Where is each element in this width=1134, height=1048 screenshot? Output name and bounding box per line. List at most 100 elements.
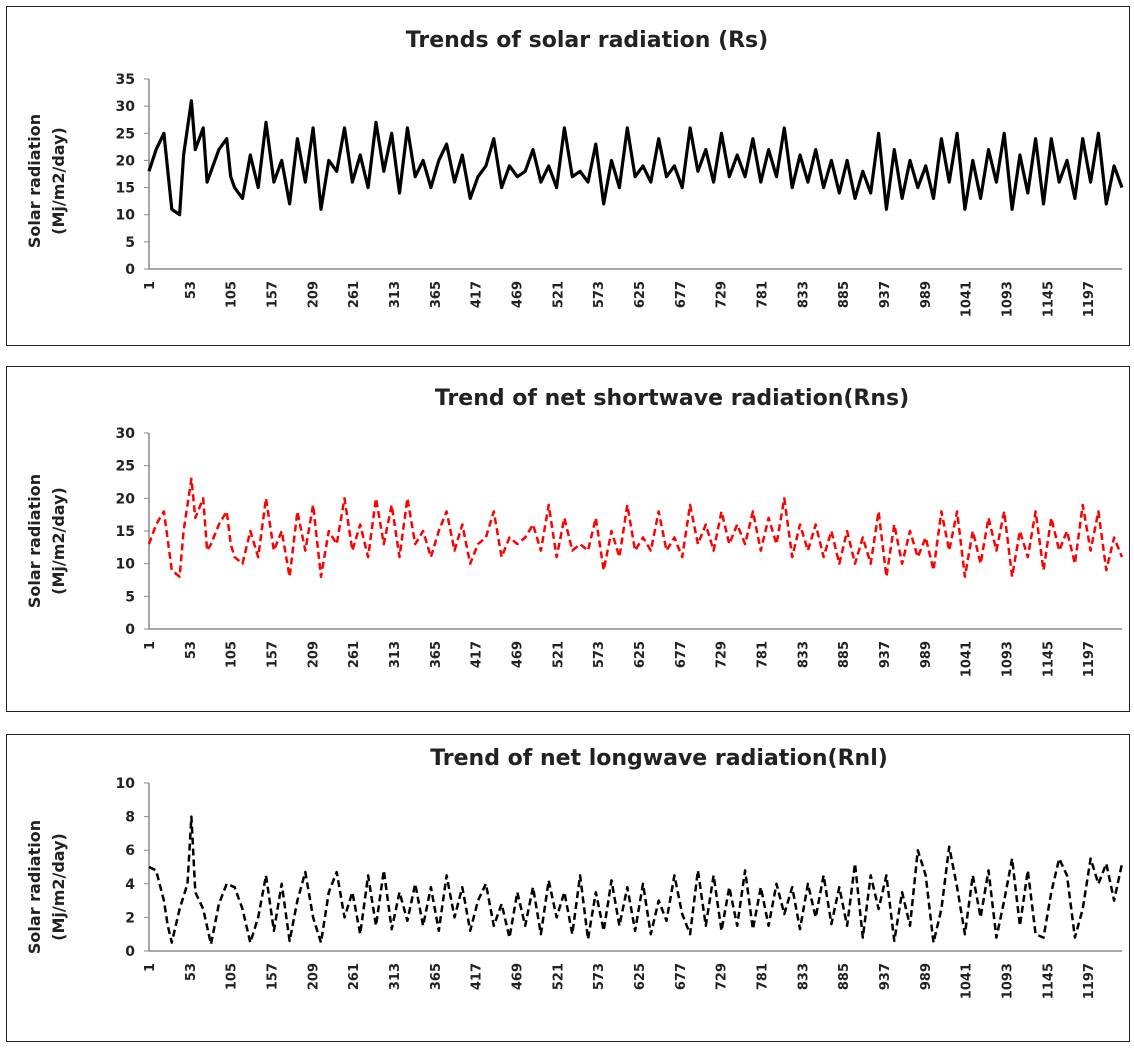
- y-tick-label: 10: [116, 776, 136, 792]
- x-tick-label: 885: [837, 641, 852, 668]
- y-tick-label: 0: [125, 622, 135, 638]
- x-tick-label: 521: [551, 963, 566, 990]
- x-tick-label: 261: [347, 281, 362, 308]
- x-tick-label: 937: [878, 281, 893, 308]
- y-tick-label: 20: [116, 153, 136, 169]
- chart-title: Trend of net shortwave radiation(Rns): [435, 386, 909, 411]
- y-tick-label: 25: [116, 126, 135, 142]
- x-tick-label: 1: [143, 281, 158, 290]
- x-tick-label: 417: [470, 963, 485, 990]
- x-tick-label: 833: [796, 641, 811, 668]
- y-tick-label: 6: [125, 843, 135, 859]
- y-tick-label: 20: [116, 491, 136, 507]
- axes: [148, 79, 1122, 270]
- chart-title: Trend of net longwave radiation(Rnl): [430, 746, 888, 771]
- x-tick-label: 1041: [960, 963, 975, 999]
- y-tick-label: 30: [116, 99, 136, 115]
- x-tick-label: 417: [470, 281, 485, 308]
- chart-title: Trends of solar radiation (Rs): [406, 28, 768, 53]
- x-tick-label: 625: [633, 281, 648, 308]
- y-tick-label: 30: [116, 426, 136, 442]
- x-ticks: 1 53 105 157 209 261 313 365 417 469 521 573 625 677 7…: [143, 963, 1097, 999]
- x-tick-label: 209: [306, 963, 321, 990]
- y-tick-label: 0: [125, 944, 135, 960]
- x-tick-label: 989: [919, 641, 934, 668]
- x-tick-label: 989: [919, 963, 934, 990]
- chart-panel-rns: Trend of net shortwave radiation(Rns) So…: [6, 366, 1130, 712]
- y-tick-label: 5: [125, 589, 135, 605]
- x-ticks: 1 53 105 157 209 261 313 365 417 469 521 573 625 677 7…: [143, 641, 1097, 677]
- x-tick-label: 1093: [1001, 641, 1016, 677]
- x-tick-label: 1: [143, 963, 158, 972]
- y-ticks: 0 5 10 15 20 25 30 35: [116, 72, 149, 278]
- x-tick-label: 937: [878, 641, 893, 668]
- x-tick-label: 677: [674, 963, 689, 990]
- chart-svg-rns: Trend of net shortwave radiation(Rns) So…: [25, 386, 1124, 677]
- x-tick-label: 781: [756, 281, 771, 308]
- y-tick-label: 10: [116, 557, 136, 573]
- y-axis-label-line2: (Mj/m2/day): [49, 833, 68, 941]
- x-tick-label: 313: [388, 963, 403, 990]
- x-tick-label: 469: [511, 641, 526, 668]
- y-axis-label-line2: (Mj/m2/day): [49, 487, 68, 595]
- x-tick-label: 885: [837, 281, 852, 308]
- y-tick-label: 25: [116, 459, 135, 475]
- y-ticks: 0 5 10 15 20 25 30: [116, 426, 149, 638]
- x-tick-label: 573: [592, 963, 607, 990]
- x-tick-label: 729: [715, 281, 730, 308]
- x-tick-label: 885: [837, 963, 852, 990]
- x-tick-label: 1093: [1001, 963, 1016, 999]
- x-tick-label: 989: [919, 281, 934, 308]
- x-tick-label: 729: [715, 641, 730, 668]
- x-tick-label: 105: [225, 641, 240, 668]
- x-tick-label: 313: [388, 641, 403, 668]
- x-tick-label: 1197: [1082, 963, 1097, 999]
- x-tick-label: 573: [592, 641, 607, 668]
- y-axis-label-line1: Solar radiation: [25, 474, 44, 608]
- y-axis-label-line2: (Mj/m2/day): [49, 127, 68, 235]
- x-tick-label: 573: [592, 281, 607, 308]
- x-tick-label: 261: [347, 641, 362, 668]
- x-tick-label: 53: [184, 963, 199, 981]
- x-tick-label: 53: [184, 281, 199, 299]
- x-tick-label: 1: [143, 641, 158, 650]
- x-tick-label: 625: [633, 641, 648, 668]
- y-tick-label: 35: [116, 72, 135, 88]
- x-ticks: 1 53 105 157 209 261 313 365 417 469 521 573 625 677 7…: [143, 281, 1097, 317]
- x-tick-label: 105: [225, 963, 240, 990]
- x-tick-label: 53: [184, 641, 199, 659]
- y-axis-label-line1: Solar radiation: [25, 114, 44, 248]
- x-tick-label: 1093: [1001, 281, 1016, 317]
- series-line: [148, 815, 1124, 946]
- x-tick-label: 209: [306, 281, 321, 308]
- series-line: [147, 99, 1124, 217]
- x-tick-label: 261: [347, 963, 362, 990]
- series-line: [147, 477, 1124, 578]
- x-tick-label: 209: [306, 641, 321, 668]
- x-tick-label: 677: [674, 641, 689, 668]
- y-tick-label: 2: [125, 910, 135, 926]
- chart-panel-rnl: Trend of net longwave radiation(Rnl) Sol…: [6, 734, 1130, 1042]
- series: [147, 477, 1124, 578]
- x-tick-label: 937: [878, 963, 893, 990]
- x-tick-label: 729: [715, 963, 730, 990]
- x-tick-label: 1197: [1082, 281, 1097, 317]
- y-tick-label: 15: [116, 181, 135, 197]
- y-tick-label: 4: [125, 877, 135, 893]
- x-tick-label: 1041: [960, 281, 975, 317]
- x-tick-label: 157: [266, 963, 281, 990]
- y-tick-label: 15: [116, 524, 135, 540]
- x-tick-label: 1197: [1082, 641, 1097, 677]
- chart-panel-rs: Trends of solar radiation (Rs) Solar rad…: [6, 6, 1130, 346]
- x-tick-label: 313: [388, 281, 403, 308]
- x-tick-label: 105: [225, 281, 240, 308]
- y-tick-label: 5: [125, 235, 135, 251]
- x-tick-label: 833: [796, 281, 811, 308]
- chart-svg-rnl: Trend of net longwave radiation(Rnl) Sol…: [25, 746, 1124, 999]
- x-tick-label: 365: [429, 963, 444, 990]
- x-tick-label: 625: [633, 963, 648, 990]
- x-tick-label: 157: [266, 641, 281, 668]
- x-tick-label: 365: [429, 641, 444, 668]
- x-tick-label: 417: [470, 641, 485, 668]
- x-tick-label: 1145: [1041, 963, 1056, 999]
